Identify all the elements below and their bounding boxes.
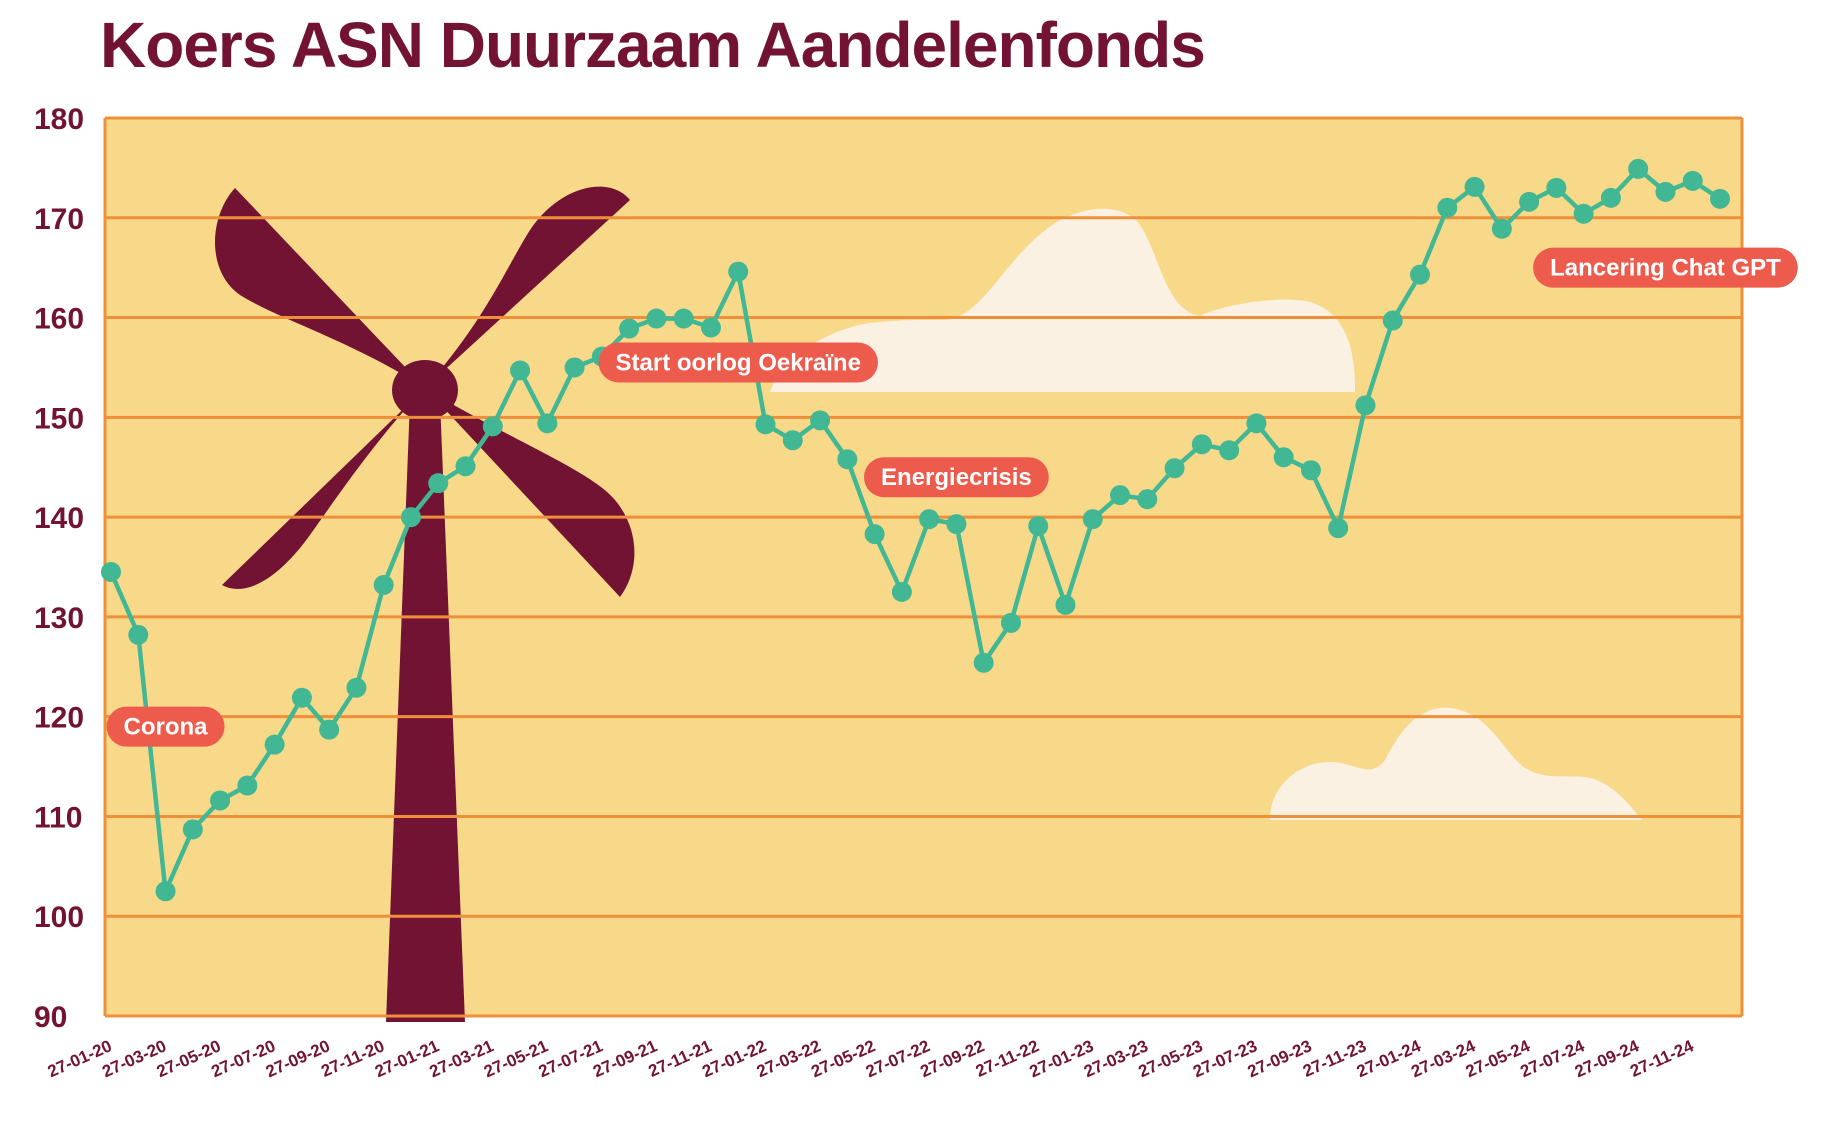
annotation-text: Corona bbox=[124, 714, 209, 741]
data-point bbox=[1600, 187, 1621, 208]
y-tick-label: 110 bbox=[34, 801, 82, 834]
gridlines bbox=[105, 116, 1742, 1018]
data-point bbox=[1328, 518, 1349, 539]
data-point bbox=[700, 317, 721, 338]
data-point bbox=[673, 308, 694, 329]
annotation-label: Lancering Chat GPT bbox=[1533, 247, 1798, 288]
data-point bbox=[537, 413, 558, 434]
data-point bbox=[155, 881, 176, 902]
event-annotations: Corona Start oorlog Oekraïne Energiecrisis… bbox=[106, 247, 1798, 747]
data-point bbox=[319, 719, 340, 740]
data-point bbox=[346, 677, 367, 698]
data-point bbox=[1519, 191, 1540, 212]
data-point bbox=[1437, 197, 1458, 218]
data-point bbox=[1682, 170, 1703, 191]
data-point bbox=[1273, 447, 1294, 468]
y-tick-label: 90 bbox=[34, 1001, 67, 1034]
data-point bbox=[646, 308, 667, 329]
y-tick-label: 100 bbox=[34, 901, 84, 934]
data-point bbox=[373, 574, 394, 595]
data-point bbox=[1573, 203, 1594, 224]
data-point bbox=[1655, 181, 1676, 202]
annotation-pill bbox=[598, 342, 878, 383]
cloud-illustration-bottom bbox=[1270, 707, 1642, 820]
data-point bbox=[864, 524, 885, 545]
data-point bbox=[1355, 395, 1376, 416]
annotation-pill bbox=[864, 457, 1049, 498]
data-point bbox=[1219, 440, 1240, 461]
data-point bbox=[1410, 264, 1431, 285]
data-point bbox=[1110, 485, 1131, 506]
annotation-text: Lancering Chat GPT bbox=[1550, 255, 1781, 282]
cloud-illustration-top bbox=[770, 208, 1355, 392]
price-series bbox=[101, 158, 1730, 902]
data-point bbox=[919, 509, 940, 530]
data-point bbox=[619, 318, 640, 339]
data-point bbox=[1082, 509, 1103, 530]
annotation-pill bbox=[1533, 247, 1798, 288]
data-point bbox=[264, 734, 285, 755]
data-point bbox=[891, 581, 912, 602]
data-point bbox=[1191, 434, 1212, 455]
x-tick-label: 27-11-24 bbox=[1627, 1036, 1697, 1081]
data-point bbox=[1628, 158, 1649, 179]
data-point bbox=[728, 261, 749, 282]
data-point bbox=[1382, 310, 1403, 331]
plot-background bbox=[105, 118, 1742, 1016]
data-point bbox=[101, 561, 121, 582]
y-tick-label: 150 bbox=[34, 402, 84, 435]
data-point bbox=[1300, 460, 1321, 481]
x-axis-tick-labels: 27-01-2027-03-2027-05-2027-07-2027-09-20… bbox=[45, 1036, 1697, 1081]
data-point bbox=[182, 819, 203, 840]
data-point bbox=[455, 456, 476, 477]
data-point bbox=[1246, 413, 1267, 434]
data-point bbox=[946, 514, 967, 535]
data-point bbox=[400, 507, 421, 528]
y-tick-label: 130 bbox=[34, 602, 84, 635]
data-point bbox=[128, 624, 149, 645]
y-tick-label: 180 bbox=[34, 103, 84, 136]
y-tick-label: 160 bbox=[34, 303, 84, 336]
data-point bbox=[428, 473, 449, 494]
annotation-label: Start oorlog Oekraïne bbox=[598, 342, 878, 383]
data-point bbox=[1137, 489, 1158, 510]
data-point bbox=[1055, 594, 1076, 615]
annotation-label: Energiecrisis bbox=[864, 457, 1049, 498]
data-point bbox=[810, 410, 831, 431]
windmill-illustration bbox=[215, 186, 635, 1022]
data-point bbox=[210, 790, 231, 811]
data-point bbox=[510, 360, 531, 381]
y-tick-label: 170 bbox=[34, 203, 84, 236]
data-point bbox=[782, 430, 803, 451]
data-point bbox=[1546, 177, 1567, 198]
data-point bbox=[1491, 218, 1512, 239]
y-tick-label: 120 bbox=[34, 702, 84, 735]
data-point bbox=[1000, 612, 1021, 633]
annotation-label: Corona bbox=[106, 706, 225, 747]
annotation-pill bbox=[106, 706, 225, 747]
data-point bbox=[1028, 516, 1049, 537]
y-axis-tick-labels: 90 100 110 120 130 140 150 160 170 180 bbox=[34, 103, 84, 1034]
y-tick-label: 140 bbox=[34, 502, 84, 535]
chart-title: Koers ASN Duurzaam Aandelenfonds bbox=[100, 9, 1206, 81]
data-point bbox=[482, 416, 503, 437]
data-point bbox=[1464, 176, 1485, 197]
annotation-text: Start oorlog Oekraïne bbox=[616, 349, 861, 376]
data-point bbox=[837, 449, 858, 470]
data-point bbox=[291, 687, 312, 708]
data-point bbox=[564, 357, 585, 378]
data-point bbox=[755, 414, 776, 435]
data-point bbox=[237, 775, 258, 796]
data-point bbox=[973, 652, 994, 673]
annotation-text: Energiecrisis bbox=[881, 464, 1032, 491]
data-point bbox=[1710, 188, 1730, 209]
data-point bbox=[1164, 458, 1185, 479]
